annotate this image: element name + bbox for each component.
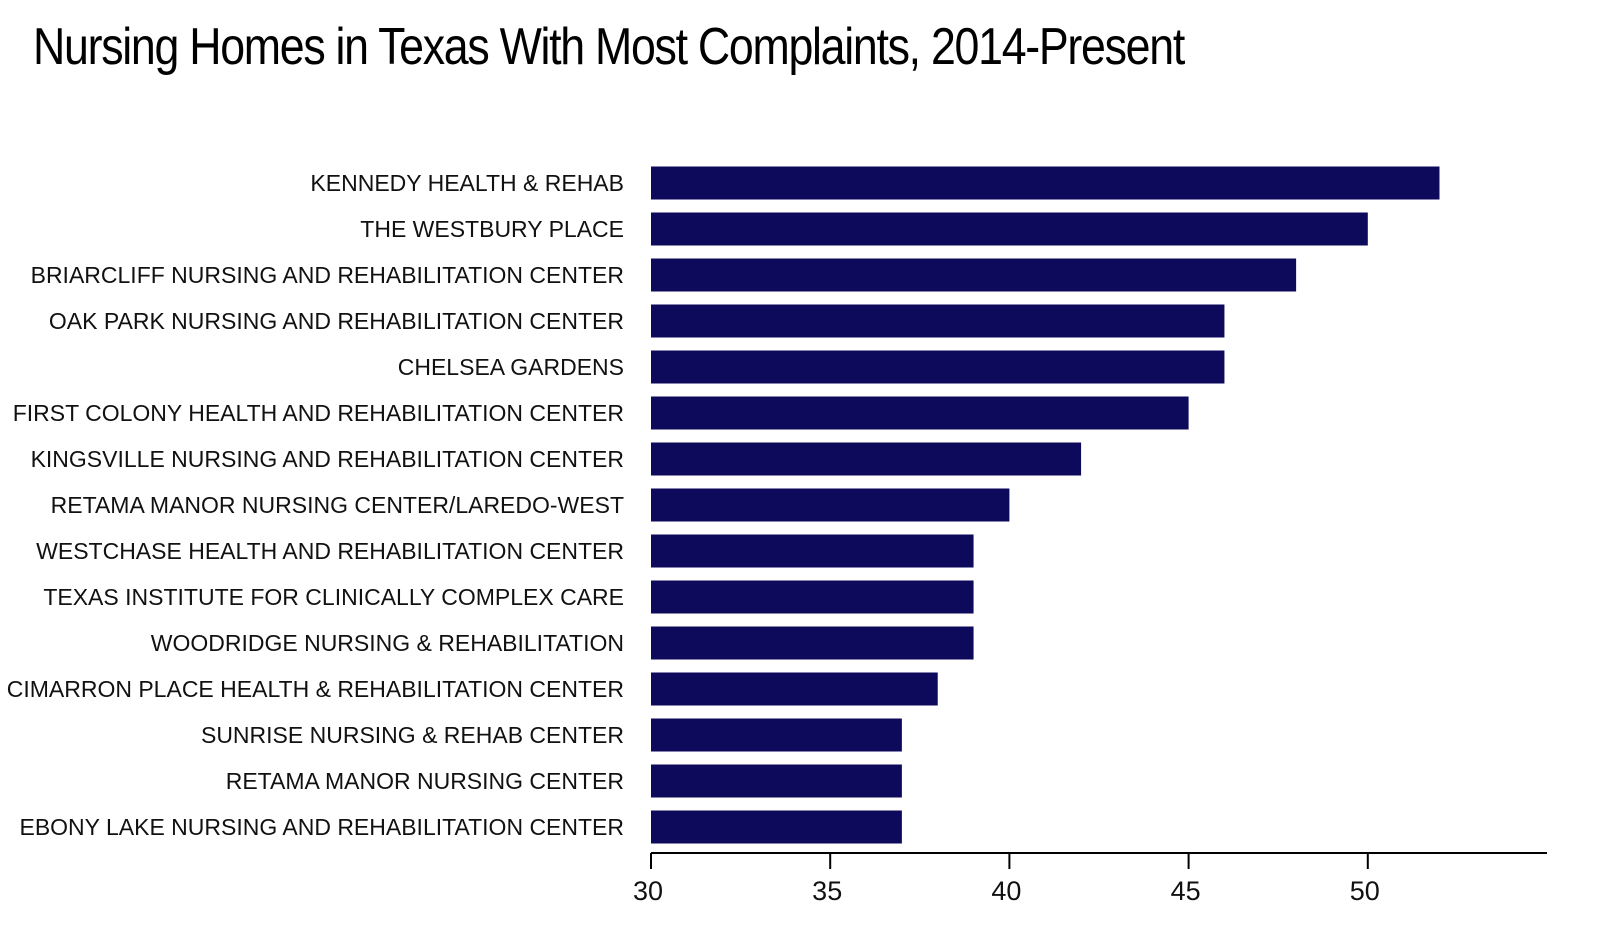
bar [651,580,974,614]
chart-title: Nursing Homes in Texas With Most Complai… [33,18,1185,76]
bar [651,534,974,568]
bar [651,396,1189,430]
bar [651,488,1010,522]
category-label: CIMARRON PLACE HEALTH & REHABILITATION C… [7,676,624,702]
category-label: TEXAS INSTITUTE FOR CLINICALLY COMPLEX C… [43,584,624,610]
bar [651,304,1225,338]
bar [651,764,902,798]
x-tick-label: 40 [991,876,1021,906]
category-label: WOODRIDGE NURSING & REHABILITATION [151,630,624,656]
category-label: FIRST COLONY HEALTH AND REHABILITATION C… [13,400,624,426]
x-tick-label: 50 [1350,876,1380,906]
bar [651,672,938,706]
category-label: CHELSEA GARDENS [398,354,624,380]
bar [651,350,1225,384]
bar [651,212,1368,246]
category-label: KENNEDY HEALTH & REHAB [310,170,624,196]
category-label: RETAMA MANOR NURSING CENTER/LAREDO-WEST [51,492,624,518]
category-label: OAK PARK NURSING AND REHABILITATION CENT… [49,308,624,334]
category-label: EBONY LAKE NURSING AND REHABILITATION CE… [19,814,624,840]
category-label: THE WESTBURY PLACE [360,216,624,242]
bar [651,626,974,660]
bar [651,258,1297,292]
x-tick-label: 45 [1171,876,1201,906]
x-tick-label: 35 [812,876,842,906]
x-axis: 30 35 40 45 50 [633,852,1547,906]
bar [651,718,902,752]
category-label: SUNRISE NURSING & REHAB CENTER [201,722,624,748]
bar [651,166,1440,200]
category-label: BRIARCLIFF NURSING AND REHABILITATION CE… [31,262,624,288]
bars-group [651,166,1440,844]
bar [651,810,902,844]
category-label: RETAMA MANOR NURSING CENTER [226,768,624,794]
category-label: WESTCHASE HEALTH AND REHABILITATION CENT… [36,538,624,564]
category-labels: KENNEDY HEALTH & REHAB THE WESTBURY PLACE… [7,170,624,840]
category-label: KINGSVILLE NURSING AND REHABILITATION CE… [31,446,624,472]
x-tick-label: 30 [633,876,663,906]
bar [651,442,1082,476]
